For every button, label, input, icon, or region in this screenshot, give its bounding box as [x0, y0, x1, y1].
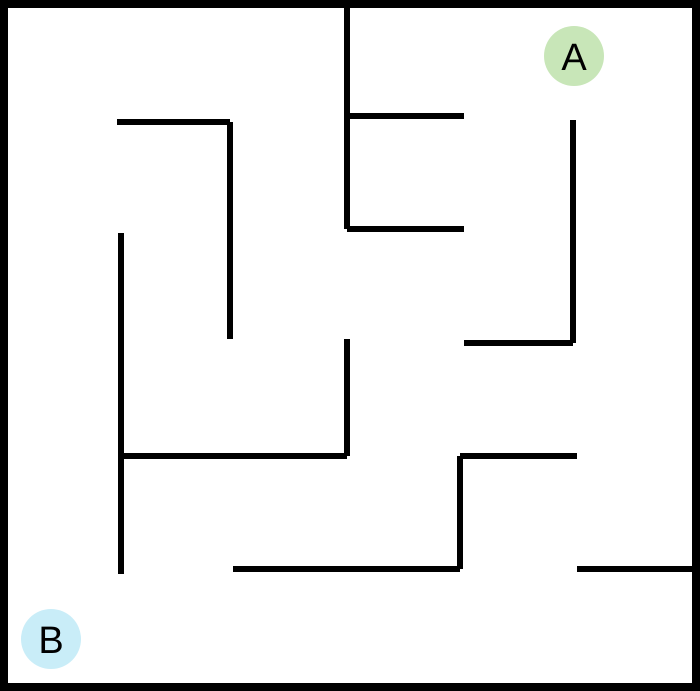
start-label: A [561, 37, 587, 79]
end-marker: B [21, 609, 81, 669]
end-marker-circle [21, 609, 81, 669]
start-marker-circle [544, 26, 604, 86]
start-marker: A [544, 26, 604, 86]
maze-walls [117, 4, 696, 574]
end-label: B [38, 620, 63, 662]
